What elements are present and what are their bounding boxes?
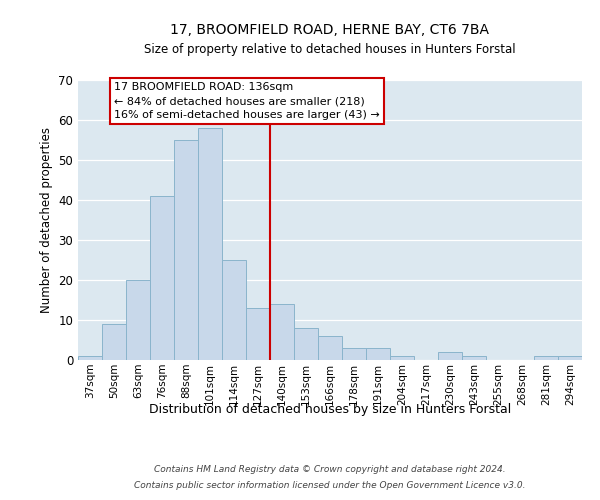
Bar [174, 140, 198, 360]
Bar [78, 356, 102, 360]
Bar [366, 348, 390, 360]
Bar [198, 128, 222, 360]
Bar [270, 304, 294, 360]
Bar [126, 280, 150, 360]
Bar [462, 356, 486, 360]
Bar [318, 336, 342, 360]
Text: Contains public sector information licensed under the Open Government Licence v3: Contains public sector information licen… [134, 481, 526, 490]
Y-axis label: Number of detached properties: Number of detached properties [40, 127, 53, 313]
Bar [438, 352, 462, 360]
Text: 17 BROOMFIELD ROAD: 136sqm
← 84% of detached houses are smaller (218)
16% of sem: 17 BROOMFIELD ROAD: 136sqm ← 84% of deta… [114, 82, 380, 120]
Bar [294, 328, 318, 360]
Bar [246, 308, 270, 360]
Bar [102, 324, 126, 360]
Bar [534, 356, 558, 360]
Bar [150, 196, 174, 360]
Bar [390, 356, 414, 360]
Bar [222, 260, 246, 360]
Bar [558, 356, 582, 360]
Text: Size of property relative to detached houses in Hunters Forstal: Size of property relative to detached ho… [144, 42, 516, 56]
Text: Contains HM Land Registry data © Crown copyright and database right 2024.: Contains HM Land Registry data © Crown c… [154, 465, 506, 474]
Text: Distribution of detached houses by size in Hunters Forstal: Distribution of detached houses by size … [149, 402, 511, 415]
Text: 17, BROOMFIELD ROAD, HERNE BAY, CT6 7BA: 17, BROOMFIELD ROAD, HERNE BAY, CT6 7BA [170, 22, 490, 36]
Bar [342, 348, 366, 360]
